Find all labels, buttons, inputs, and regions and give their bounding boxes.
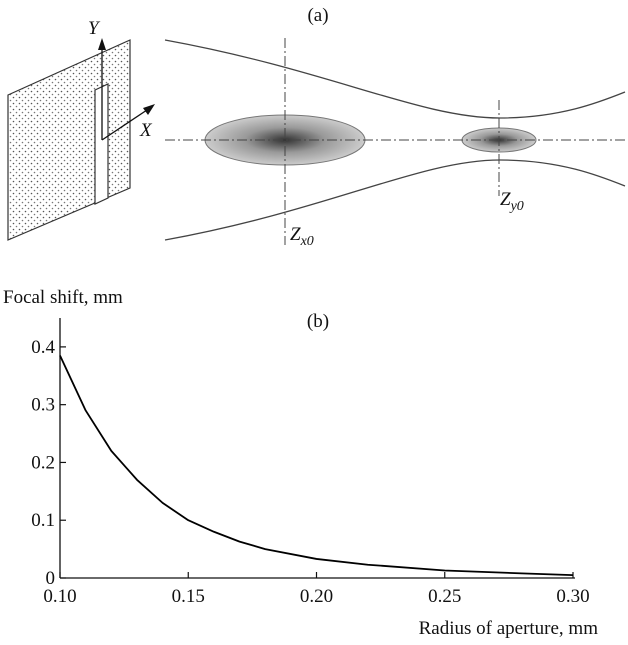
x-axis-arrow	[101, 107, 151, 141]
beam-envelope	[164, 39, 626, 119]
focus-main: Z	[290, 224, 301, 245]
focus-sub: x0	[300, 234, 314, 249]
arrowhead	[143, 104, 155, 115]
y-tick-label: 0.4	[31, 337, 55, 358]
curve	[59, 355, 574, 577]
x-axis-title: Radius of aperture, mm	[419, 618, 599, 639]
slit	[94, 83, 109, 205]
plate	[7, 39, 131, 241]
x-tick-label: 0.15	[172, 586, 205, 607]
y-tick-label: 0	[46, 568, 56, 589]
x-tick-label: 0.25	[428, 586, 461, 607]
focus-label: Zy0	[500, 189, 524, 214]
panel-label: (a)	[307, 5, 328, 26]
x-tick-label: 0.20	[300, 586, 333, 607]
panel-label: (b)	[307, 311, 329, 332]
y-axis-title: Focal shift, mm	[3, 287, 123, 308]
y-tick-label: 0.2	[31, 452, 55, 473]
y-tick-label: 0.3	[31, 395, 55, 416]
arrowhead	[98, 38, 106, 50]
x-tick-label: 0.30	[556, 586, 589, 607]
focus-sub: y0	[509, 199, 524, 214]
x-tick-label: 0.10	[43, 586, 76, 607]
focus-main: Z	[500, 189, 511, 210]
beam-envelope	[164, 159, 626, 241]
plot: 0 0.1 0.2 0.3 0.4 0.10 0.15 0.20 0.25 0.30	[31, 318, 590, 607]
axis-label: Y	[88, 18, 101, 39]
focus-label: Zx0	[290, 224, 314, 249]
axis-label: X	[139, 120, 153, 141]
y-tick-label: 0.1	[31, 510, 55, 531]
